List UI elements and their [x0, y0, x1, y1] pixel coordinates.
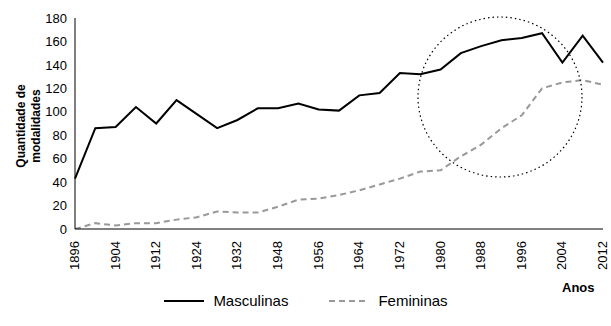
svg-text:1896: 1896 — [67, 241, 82, 270]
svg-text:140: 140 — [45, 58, 67, 73]
svg-text:160: 160 — [45, 34, 67, 49]
svg-text:1956: 1956 — [311, 241, 326, 270]
svg-text:0: 0 — [60, 222, 67, 237]
svg-text:100: 100 — [45, 104, 67, 119]
svg-text:1904: 1904 — [108, 241, 123, 270]
svg-text:1964: 1964 — [351, 241, 366, 270]
svg-text:40: 40 — [53, 175, 67, 190]
svg-text:1924: 1924 — [189, 241, 204, 270]
html-text:Quantidade de modalidades: Quantidade de modalidades — [14, 84, 43, 168]
svg-text:1972: 1972 — [392, 241, 407, 270]
svg-text:60: 60 — [53, 151, 67, 166]
svg-text:2012: 2012 — [595, 241, 603, 270]
svg-text:1996: 1996 — [514, 241, 529, 270]
svg-text:80: 80 — [53, 128, 67, 143]
svg-text:1948: 1948 — [270, 241, 285, 270]
svg-text:1912: 1912 — [148, 241, 163, 270]
html-text:Femininas: Femininas — [378, 292, 448, 309]
svg-text:20: 20 — [53, 198, 67, 213]
svg-text:1932: 1932 — [229, 241, 244, 270]
html-text:Anos: Anos — [562, 280, 595, 295]
svg-text:1988: 1988 — [473, 241, 488, 270]
html-text:Masculinas: Masculinas — [213, 292, 289, 309]
svg-text:1980: 1980 — [433, 241, 448, 270]
svg-text:180: 180 — [45, 11, 67, 26]
svg-text:120: 120 — [45, 81, 67, 96]
svg-text:2004: 2004 — [554, 241, 569, 270]
